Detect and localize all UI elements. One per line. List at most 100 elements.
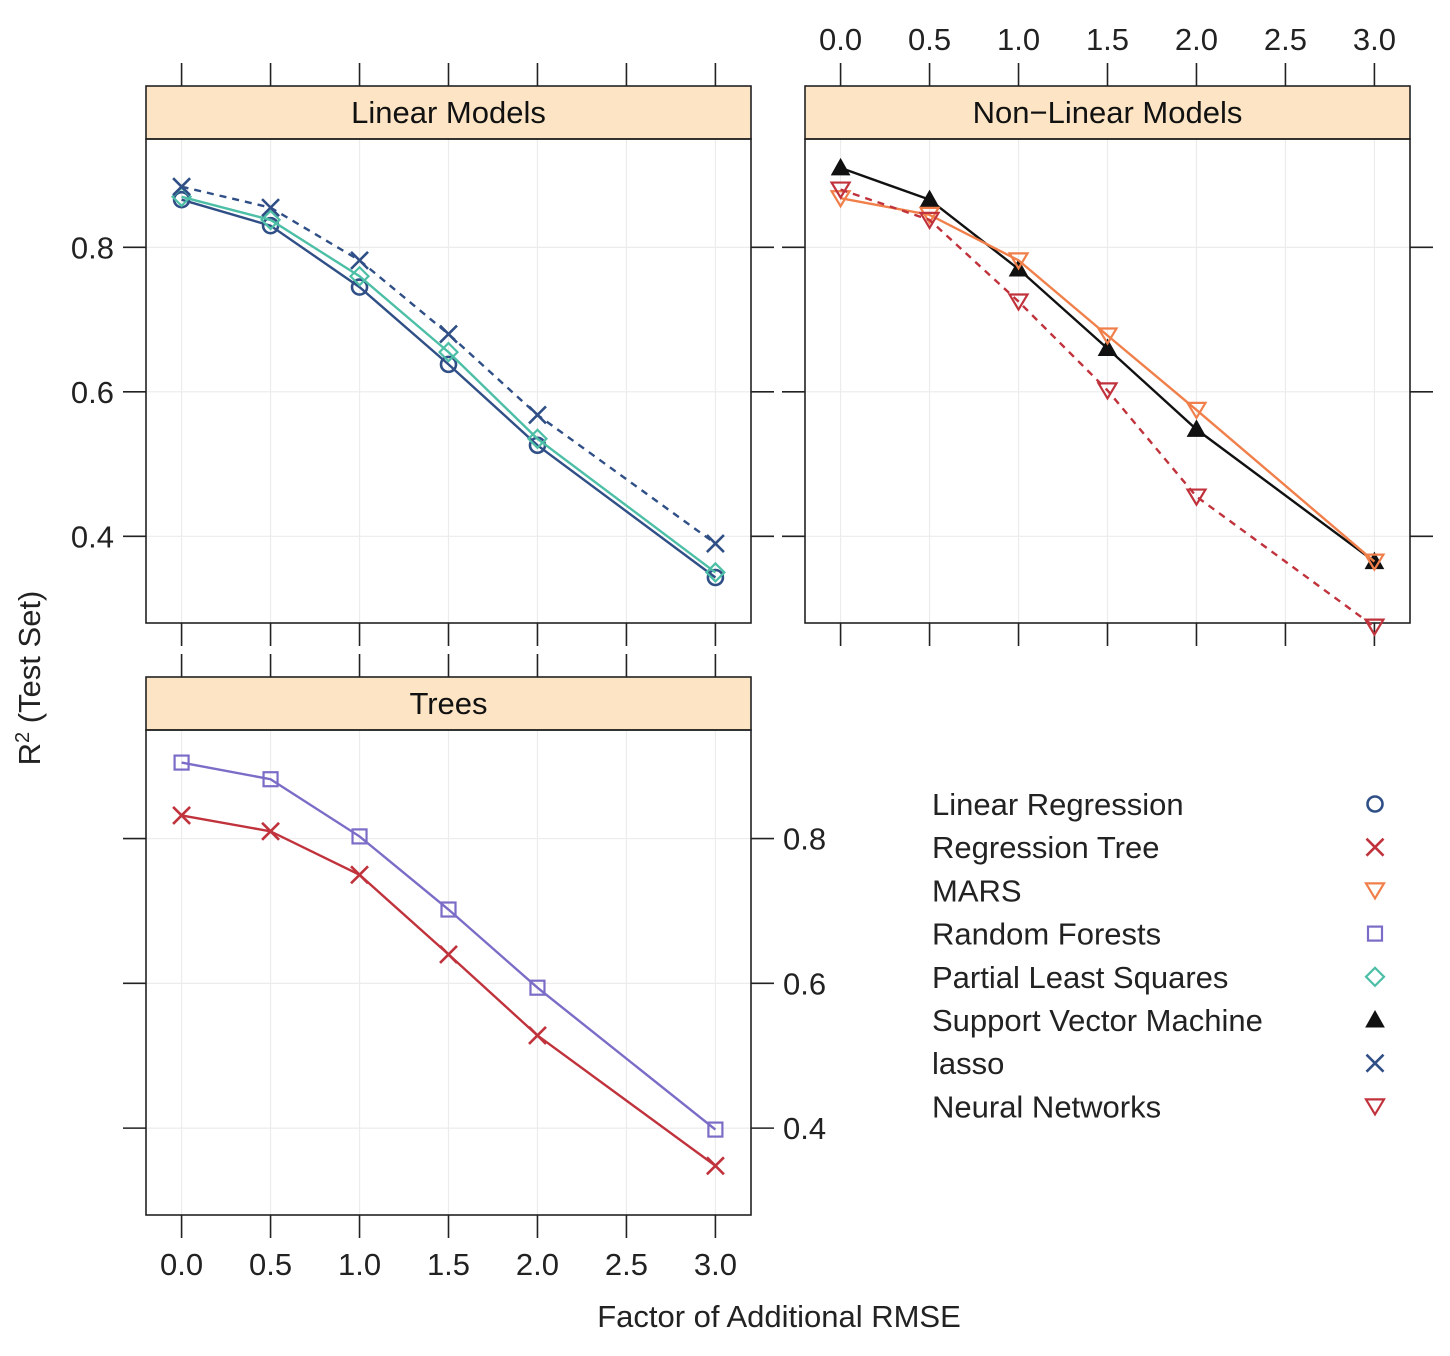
y-tick-label: 0.6 — [71, 375, 114, 410]
panel-linear-models: Linear Models 0.4 0.6 0.8 — [71, 63, 774, 646]
legend-label: MARS — [932, 873, 1022, 908]
legend-symbol — [1364, 1098, 1386, 1117]
data-point — [528, 1026, 547, 1045]
data-point — [1096, 327, 1119, 346]
data-point — [350, 278, 369, 296]
legend-item-linear-regression: Linear Regression — [932, 787, 1384, 822]
panel-non-linear-models: Non−Linear Models 0.0 0.5 1.0 1.5 2.0 2.5 3.0 — [782, 22, 1433, 646]
data-point — [829, 190, 852, 209]
legend-label: Regression Tree — [932, 830, 1159, 865]
legend-item-neural-networks: Neural Networks — [932, 1089, 1386, 1124]
data-point — [706, 568, 725, 587]
data-point — [707, 1121, 724, 1138]
legend-symbol — [1365, 1009, 1385, 1028]
data-point — [348, 265, 371, 287]
data-point — [528, 405, 547, 425]
legend-symbol — [1366, 925, 1384, 942]
legend-symbol — [1365, 1053, 1385, 1073]
x-tick-label: 1.5 — [427, 1247, 470, 1282]
ticks: 0.0 0.5 1.0 1.5 2.0 2.5 3.0 0.4 0.6 0.8 — [123, 654, 826, 1282]
x-tick-label: 1.0 — [997, 22, 1040, 57]
legend-symbol — [1364, 966, 1386, 988]
data-point — [260, 209, 282, 231]
series-support-vector-machine — [830, 157, 1385, 570]
series-line — [840, 188, 1376, 628]
x-axis-title: Factor of Additional RMSE — [597, 1299, 961, 1334]
x-tick-label: 1.5 — [1086, 22, 1129, 57]
series-line — [181, 814, 717, 1167]
data-point — [1186, 419, 1207, 437]
data-point — [829, 181, 852, 200]
legend-symbol — [1364, 882, 1386, 901]
y-tick-label: 0.6 — [783, 966, 826, 1001]
data-point — [1363, 553, 1386, 572]
panel-strip — [804, 85, 1411, 140]
ticks: 0.0 0.5 1.0 1.5 2.0 2.5 3.0 — [782, 22, 1433, 646]
data-point — [261, 198, 280, 218]
data-point — [918, 206, 941, 225]
data-point — [439, 355, 458, 374]
x-tick-label: 0.0 — [160, 1247, 203, 1282]
legend-item-mars: MARS — [932, 873, 1386, 908]
data-point — [705, 1156, 725, 1176]
data-point — [440, 901, 457, 918]
series-line — [181, 195, 717, 574]
data-point — [1007, 293, 1030, 312]
data-point — [830, 157, 851, 176]
data-point — [439, 944, 458, 964]
grid — [146, 730, 751, 1215]
legend-symbol — [1365, 837, 1385, 857]
series-random-forests — [173, 754, 724, 1138]
x-tick-label: 1.0 — [338, 1247, 381, 1282]
data-point — [529, 979, 546, 996]
data-point — [704, 561, 726, 583]
panel-title: Linear Models — [351, 95, 546, 130]
legend-label: Partial Least Squares — [932, 960, 1228, 995]
x-tick-label: 3.0 — [1353, 22, 1396, 57]
legend-label: Random Forests — [932, 917, 1161, 952]
x-tick-label: 3.0 — [694, 1247, 737, 1282]
panel-trees: Trees 0.0 0.5 1.0 1.5 2.0 2.5 3.0 0.4 0.6 0.8 — [123, 654, 826, 1282]
data-point — [172, 805, 192, 825]
data-point — [1007, 252, 1030, 271]
y-axis-title-main: R — [12, 743, 47, 765]
data-point — [172, 177, 192, 197]
data-point — [262, 771, 279, 788]
data-point — [1097, 338, 1118, 356]
data-point — [1363, 618, 1386, 637]
legend-label: lasso — [932, 1046, 1004, 1081]
data-point — [173, 754, 190, 771]
data-point — [1185, 401, 1208, 421]
data-point — [705, 534, 725, 553]
x-tick-label: 0.5 — [249, 1247, 292, 1282]
data-point — [1185, 488, 1208, 507]
x-tick-label: 2.5 — [605, 1247, 648, 1282]
legend-symbol — [1366, 795, 1384, 813]
legend-item-partial-least-squares: Partial Least Squares — [932, 960, 1386, 995]
data-point — [919, 189, 940, 208]
x-tick-label: 2.0 — [516, 1247, 559, 1282]
data-point — [351, 828, 368, 845]
legend-item-regression-tree: Regression Tree — [932, 830, 1385, 865]
x-tick-label: 0.5 — [908, 22, 951, 57]
data-point — [918, 211, 941, 231]
legend-label: Linear Regression — [932, 787, 1184, 822]
grid — [805, 139, 1410, 623]
legend-label: Support Vector Machine — [932, 1003, 1263, 1038]
series-lasso — [172, 177, 725, 553]
panel-title: Trees — [409, 686, 487, 721]
x-tick-label: 2.5 — [1264, 22, 1307, 57]
data-point — [350, 865, 369, 885]
y-axis-title-sup: 2 — [12, 732, 34, 743]
series-line — [181, 185, 717, 545]
data-point — [437, 341, 460, 363]
data-point — [1096, 382, 1119, 401]
series-neural-networks — [829, 181, 1386, 637]
ticks: 0.4 0.6 0.8 — [71, 63, 774, 646]
y-axis-title-rest: (Test Set) — [12, 591, 47, 732]
series-line — [181, 761, 717, 1131]
data-point — [526, 428, 549, 450]
legend-item-support-vector-machine: Support Vector Machine — [932, 1003, 1385, 1038]
